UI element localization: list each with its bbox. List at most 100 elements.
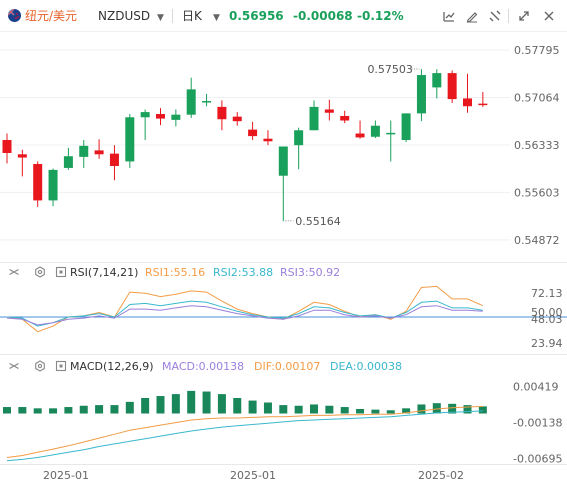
candle-body [463, 98, 472, 107]
expand-icon[interactable] [515, 7, 533, 25]
candle-body [156, 114, 165, 119]
macd-gear-icon[interactable] [35, 360, 45, 372]
price-axis: 0.57795 0.57064 0.56333 0.55603 0.54872 [514, 44, 560, 247]
candle-body [309, 106, 319, 131]
rsi-line-rsi3 [6, 305, 483, 326]
rsi-tick-label: 48.03 [531, 313, 563, 326]
price-tick-label: 0.54872 [514, 234, 560, 247]
candle [33, 161, 43, 207]
rsi-gear-icon[interactable] [35, 266, 45, 278]
macd-bar [79, 405, 88, 414]
macd-bar [18, 407, 27, 414]
candle-body [232, 116, 242, 122]
candle [447, 70, 457, 103]
candle-body [79, 145, 89, 157]
price-tick-label: 0.57064 [514, 92, 560, 105]
macd-title: MACD(12,26,9) [70, 360, 154, 373]
time-axis: 2025-01 2025-01 2025-02 [43, 469, 464, 482]
settings-icon[interactable] [486, 7, 504, 25]
rsi-line-rsi2 [6, 300, 483, 327]
candle-body [217, 106, 227, 120]
candle [324, 99, 334, 121]
candle [463, 73, 472, 113]
separator [172, 9, 173, 23]
macd-bar [3, 407, 11, 414]
flag-icon [8, 9, 21, 22]
macd-bar [95, 405, 104, 414]
last-price: 0.56956 [229, 9, 284, 23]
price-tick-label: 0.56333 [514, 139, 560, 152]
candle [48, 168, 58, 207]
candlestick-series [2, 69, 488, 222]
dif-legend: DIF:0.00107 [254, 360, 320, 373]
rsi-tick-label: 72.13 [531, 287, 563, 300]
macd-bar [248, 400, 257, 414]
rsi1-legend: RSI1:55.16 [145, 266, 205, 279]
macd-bar [156, 396, 165, 414]
candle-body [263, 138, 273, 142]
candle [294, 127, 304, 170]
candle-body [202, 101, 212, 103]
macd-bar [432, 403, 441, 414]
candle-body [340, 115, 350, 121]
macd-bar [371, 409, 380, 414]
macd-target-icon[interactable] [55, 360, 67, 372]
candle-body [48, 169, 58, 201]
rsi-settings-icon[interactable] [9, 268, 19, 276]
macd-bar [217, 394, 226, 414]
rsi3-legend: RSI3:50.92 [280, 266, 340, 279]
macd-legend: MACD:0.00138 [162, 360, 244, 373]
price-change-percent: -0.12% [357, 9, 404, 23]
macd-bar [356, 408, 365, 414]
time-tick-label: 2025-01 [230, 469, 276, 482]
candle-body [109, 153, 119, 166]
candle [478, 91, 488, 107]
macd-line-dif [6, 405, 483, 458]
macd-bar [141, 397, 150, 414]
dea-legend: DEA:0.00038 [330, 360, 402, 373]
candle-body [171, 114, 181, 120]
candle [140, 109, 150, 141]
draw-icon[interactable] [463, 7, 481, 25]
macd-bar [448, 403, 457, 414]
candle [2, 133, 12, 164]
macd-bar [478, 406, 487, 414]
candle [63, 147, 73, 170]
instrument-name: 纽元/美元 [25, 9, 78, 23]
candle [17, 149, 27, 177]
price-annotations: 0.57503 0.55164 [285, 63, 420, 228]
candle [79, 140, 89, 168]
candle [171, 109, 181, 127]
macd-bar [33, 408, 42, 414]
rsi-tick-label: 50.00 [531, 306, 563, 319]
chart-type-icon[interactable] [440, 7, 458, 25]
symbol-caret-icon[interactable]: ▼ [157, 13, 164, 23]
rsi-tick-label: 23.94 [531, 337, 563, 350]
period-selector[interactable]: 日K [182, 9, 202, 23]
macd-settings-icon[interactable] [9, 362, 19, 370]
symbol-selector[interactable]: NZDUSD [98, 9, 151, 23]
candle-body [386, 132, 396, 135]
candle-body [125, 117, 135, 162]
candle [94, 139, 104, 159]
candle [370, 120, 380, 139]
candle [355, 120, 365, 139]
period-caret-icon[interactable]: ▼ [213, 13, 220, 23]
candle-body [324, 109, 334, 113]
macd-bar [263, 402, 272, 414]
macd-bar [340, 407, 349, 414]
macd-bar [325, 405, 334, 414]
rsi-target-icon[interactable] [55, 266, 67, 278]
macd-histogram [3, 390, 487, 414]
time-tick-label: 2025-02 [418, 469, 464, 482]
candle-body [33, 164, 43, 201]
macd-bar [171, 394, 180, 414]
candle [401, 113, 411, 142]
macd-bar [187, 390, 196, 414]
candle-body [2, 140, 12, 153]
close-icon[interactable] [540, 7, 558, 25]
candle [186, 77, 196, 118]
price-grid [0, 49, 510, 241]
